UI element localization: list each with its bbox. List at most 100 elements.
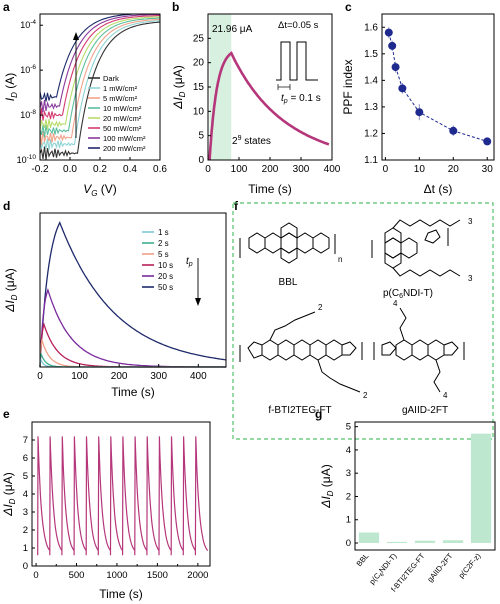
- chart-g-bars: [358, 433, 492, 544]
- chart-c-ticks: 0 10 20 30 1.1 1.2 1.3 1.4 1.5 1.6: [364, 22, 493, 175]
- chart-d-xtick-label: 300: [150, 371, 167, 382]
- chart-d-arrow-label: tp: [186, 256, 193, 268]
- chart-e-ytick-label: 5: [23, 471, 28, 482]
- chart-a-legend-entry: Dark: [103, 74, 119, 83]
- chart-e-xtick-label: 500: [69, 570, 85, 581]
- chart-c-xtick-label: 10: [414, 164, 426, 175]
- chart-b-ylabel: ΔID (μA): [171, 65, 187, 109]
- panel-label-g: g: [315, 407, 322, 421]
- chart-e-curve: [37, 436, 209, 556]
- structure-f-bti2teg-ft-label: f-BTI2TEG-FT: [268, 405, 331, 416]
- structure-pc6ndi-t-n3a: 3: [468, 217, 473, 226]
- structure-bbl-n: n: [338, 255, 342, 264]
- chart-a-xtick-label: 0.0: [63, 164, 77, 175]
- chart-e-ytick-label: 3: [23, 507, 28, 518]
- chart-a-legend-entry: 20 mW/cm²: [103, 114, 142, 123]
- chart-d-legend: 1 s 2 s 5 s 10 s 20 s 50 s: [142, 228, 173, 292]
- panel-label-f: f: [234, 199, 239, 213]
- panel-f-structures: BBL n 3 3 p(C6NDI-T): [232, 202, 494, 440]
- chart-c-ytick-label: 1.3: [364, 102, 378, 113]
- panel-label-b: b: [172, 0, 179, 14]
- chart-c-point: [398, 84, 407, 93]
- chart-a-legend-entry: 200 mW/cm²: [103, 144, 146, 153]
- chart-g-ytick-label: 4: [346, 445, 351, 456]
- chart-a-series-line: [39, 17, 160, 138]
- chart-b-xtick-label: 100: [231, 164, 248, 175]
- chart-b-ytick-label: 25: [193, 33, 205, 44]
- chart-g-frame: [354, 421, 496, 551]
- chart-c-ytick-label: 1.1: [364, 155, 378, 166]
- structure-pc6ndi-t-label: p(C6NDI-T): [383, 288, 433, 300]
- chart-c-xtick-label: 0: [383, 164, 389, 175]
- chart-c: 0 10 20 30 1.1 1.2 1.3 1.4 1.5 1.6 Δt (s) PPF ind…: [341, 13, 495, 196]
- chart-b-ytick-label: 0: [198, 155, 204, 166]
- chart-a-series-line: [39, 20, 161, 151]
- chart-e-xtick-label: 2000: [187, 570, 208, 581]
- chart-a-xtick-label: -0.2: [31, 164, 49, 175]
- chart-a-series-line: [39, 18, 160, 146]
- structure-f-bti2teg-ft-n2a: 2: [318, 303, 323, 312]
- chart-b-xtick-label: 0: [205, 164, 211, 175]
- chart-e-ytick-label: 7: [23, 435, 28, 446]
- structure-pc6ndi-t-n3b: 3: [468, 274, 473, 283]
- chart-a-legend-entry: 10 mW/cm²: [103, 104, 142, 113]
- chart-b: 0 100 200 300 400 0 5 10 15 20 25 21.96 μA Δt=0.05…: [171, 13, 341, 196]
- chart-d-legend-entry: 50 s: [158, 283, 173, 292]
- panel-label-a: a: [3, 0, 10, 14]
- chart-b-pulse-inset: [276, 41, 318, 90]
- chart-d-ticks: 0 100 200 300 400: [37, 364, 207, 382]
- chart-e-xtick-label: 0: [33, 570, 38, 581]
- structure-gaiid-2ft-label: gAIID-2FT: [402, 405, 448, 416]
- chart-g-ytick-label: 1: [346, 515, 351, 526]
- structure-gaiid-2ft: [373, 307, 465, 393]
- chart-g-ticks: 012345BBLp(C6NDI-T)f-BTI2TEG-FTgAIID-2FT…: [346, 422, 483, 594]
- structure-bbl-label: BBL: [279, 277, 298, 288]
- chart-a-xtick-label: 0.2: [93, 164, 107, 175]
- chart-b-ticks: 0 100 200 300 400 0 5 10 15 20 25: [193, 33, 341, 175]
- chart-g-ytick-label: 0: [346, 538, 351, 549]
- chart-g-bar: [414, 540, 436, 544]
- chart-d-series-line: [39, 220, 227, 368]
- chart-a-legend-entry: 1 mW/cm²: [103, 84, 138, 93]
- chart-g-bar: [358, 532, 380, 544]
- chart-a-ytick-label: 10-8: [20, 109, 36, 120]
- structure-pc6ndi-t: [371, 219, 461, 277]
- structure-f-bti2teg-ft: [239, 311, 363, 393]
- chart-d-frame: [39, 212, 227, 368]
- chart-g-bar: [386, 541, 408, 544]
- chart-a-curves: [39, 13, 161, 160]
- chart-g-ytick-label: 2: [346, 491, 351, 502]
- chart-c-ylabel: PPF index: [341, 59, 355, 114]
- structure-bbl: [239, 222, 336, 264]
- chart-c-point: [391, 63, 400, 72]
- chart-c-xtick-label: 20: [448, 164, 460, 175]
- chart-d: 0 100 200 300 400 1 s 2 s 5 s 10 s 20 s 50 s tp T…: [3, 212, 227, 399]
- chart-e-xtick-label: 1000: [106, 570, 127, 581]
- panel-label-c: c: [345, 0, 352, 14]
- chart-d-legend-entry: 5 s: [158, 250, 169, 259]
- chart-c-xtick-label: 30: [482, 164, 494, 175]
- chart-b-curve: [208, 51, 330, 161]
- chart-d-ylabel: ΔID (μA): [3, 268, 19, 312]
- chart-a-series-line: [39, 21, 161, 160]
- chart-a-ticks: -0.2 0.0 0.2 0.4 0.6 10-10 10-8 10-6 10-4: [17, 19, 168, 175]
- chart-a: -0.2 0.0 0.2 0.4 0.6 10-10 10-8 10-6 10-4 Dark1 …: [3, 13, 168, 198]
- chart-d-legend-entry: 1 s: [158, 228, 169, 237]
- chart-a-xlabel: VG (V): [83, 182, 117, 198]
- chart-c-point: [384, 28, 393, 37]
- chart-b-xtick-label: 300: [293, 164, 310, 175]
- chart-b-xtick-label: 200: [262, 164, 279, 175]
- chart-a-arrow: [73, 32, 79, 138]
- chart-b-ytick-label: 10: [193, 106, 205, 117]
- chart-c-ytick-label: 1.6: [364, 22, 378, 33]
- panel-label-d: d: [3, 199, 10, 213]
- chart-b-ytick-label: 15: [193, 82, 205, 93]
- chart-a-ytick-label: 10-4: [20, 19, 36, 30]
- chart-d-xtick-label: 0: [37, 371, 43, 382]
- structure-gaiid-2ft-n4a: 4: [393, 299, 398, 308]
- chart-e-ytick-label: 0: [23, 561, 28, 572]
- chart-g-bar: [442, 540, 464, 544]
- chart-e-ticks: 0 500 1000 1500 2000 0 1 2 3 4 5 6 7: [23, 435, 209, 581]
- chart-c-xlabel: Δt (s): [424, 182, 453, 196]
- chart-e-ylabel: ΔID (μA): [1, 472, 17, 516]
